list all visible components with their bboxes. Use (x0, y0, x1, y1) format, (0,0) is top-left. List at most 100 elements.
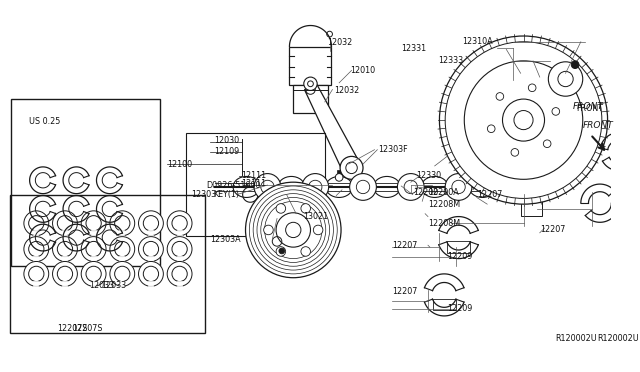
Circle shape (511, 148, 518, 156)
Circle shape (276, 203, 285, 213)
Ellipse shape (519, 65, 528, 80)
Circle shape (172, 266, 188, 282)
Polygon shape (305, 84, 360, 172)
Circle shape (254, 174, 281, 201)
Text: 12208M: 12208M (428, 200, 460, 209)
Bar (10, 195, 205, 333)
Bar (12, 99, 159, 266)
Text: 12207: 12207 (540, 225, 565, 234)
Circle shape (52, 211, 77, 236)
Circle shape (24, 211, 49, 236)
Text: 12209: 12209 (447, 304, 472, 313)
Ellipse shape (475, 90, 489, 102)
Bar (293, 85, 328, 113)
Text: 12207: 12207 (392, 241, 417, 250)
Circle shape (496, 93, 504, 100)
Bar (186, 132, 325, 236)
Circle shape (335, 174, 343, 181)
Circle shape (172, 241, 188, 257)
Circle shape (58, 216, 72, 231)
Text: 12303: 12303 (191, 190, 216, 199)
Circle shape (81, 237, 106, 262)
Text: 12200: 12200 (413, 188, 438, 197)
Circle shape (24, 262, 49, 286)
Circle shape (279, 248, 285, 254)
Circle shape (143, 241, 159, 257)
Circle shape (167, 211, 192, 236)
Circle shape (81, 211, 106, 236)
Circle shape (138, 262, 163, 286)
Text: 12033: 12033 (89, 281, 114, 290)
Text: 12303A: 12303A (210, 235, 241, 244)
Text: 12310A: 12310A (462, 37, 493, 46)
Circle shape (301, 247, 310, 256)
Ellipse shape (564, 115, 579, 125)
Ellipse shape (421, 176, 448, 198)
Text: 12010: 12010 (351, 66, 376, 75)
Circle shape (58, 266, 72, 282)
Circle shape (86, 241, 101, 257)
Ellipse shape (468, 115, 483, 125)
Circle shape (264, 225, 273, 235)
Circle shape (29, 266, 44, 282)
Circle shape (167, 237, 192, 262)
Ellipse shape (469, 176, 496, 198)
Circle shape (110, 211, 134, 236)
Circle shape (110, 237, 134, 262)
Circle shape (81, 262, 106, 286)
Bar (337, 170, 341, 176)
Bar (289, 46, 332, 85)
Text: 12111: 12111 (241, 179, 266, 187)
Ellipse shape (542, 154, 553, 169)
Text: 12033: 12033 (101, 281, 126, 290)
Text: 12330: 12330 (417, 171, 442, 180)
Text: 12109: 12109 (214, 147, 239, 156)
Text: FRONT: FRONT (583, 121, 614, 129)
Ellipse shape (374, 176, 400, 198)
Circle shape (29, 241, 44, 257)
Circle shape (572, 61, 579, 68)
Text: 12333: 12333 (438, 56, 463, 65)
Ellipse shape (494, 72, 505, 86)
Circle shape (24, 237, 49, 262)
Circle shape (340, 156, 363, 179)
Circle shape (110, 262, 134, 286)
Ellipse shape (494, 154, 505, 169)
Text: 12209: 12209 (447, 252, 472, 261)
Text: 12100: 12100 (167, 160, 192, 169)
Circle shape (29, 216, 44, 231)
Text: 12207S: 12207S (58, 324, 88, 333)
Text: 12331: 12331 (401, 44, 426, 53)
Circle shape (86, 266, 101, 282)
Text: D0926-51600: D0926-51600 (206, 180, 260, 190)
Text: 12030: 12030 (214, 136, 239, 145)
Text: 12207: 12207 (477, 190, 503, 199)
Text: 13021: 13021 (303, 212, 328, 221)
Text: 12032: 12032 (334, 86, 360, 95)
Text: 12207S: 12207S (72, 324, 103, 333)
Bar (433, 299, 456, 310)
Circle shape (548, 62, 583, 96)
Circle shape (440, 36, 607, 204)
Circle shape (276, 213, 310, 247)
Circle shape (115, 241, 130, 257)
Circle shape (143, 266, 159, 282)
Circle shape (301, 203, 310, 213)
Circle shape (314, 225, 323, 235)
Text: R120002U: R120002U (556, 334, 597, 343)
Circle shape (143, 216, 159, 231)
Text: KEY(1): KEY(1) (213, 190, 239, 199)
Ellipse shape (519, 160, 528, 176)
Circle shape (138, 237, 163, 262)
Circle shape (167, 262, 192, 286)
Ellipse shape (475, 138, 489, 150)
Circle shape (445, 42, 602, 198)
Ellipse shape (278, 176, 305, 198)
Bar (521, 132, 541, 158)
Circle shape (304, 77, 317, 90)
Circle shape (138, 211, 163, 236)
Text: R120002U: R120002U (597, 334, 639, 343)
Circle shape (52, 262, 77, 286)
Text: 12303F: 12303F (378, 145, 408, 154)
Circle shape (543, 140, 551, 148)
